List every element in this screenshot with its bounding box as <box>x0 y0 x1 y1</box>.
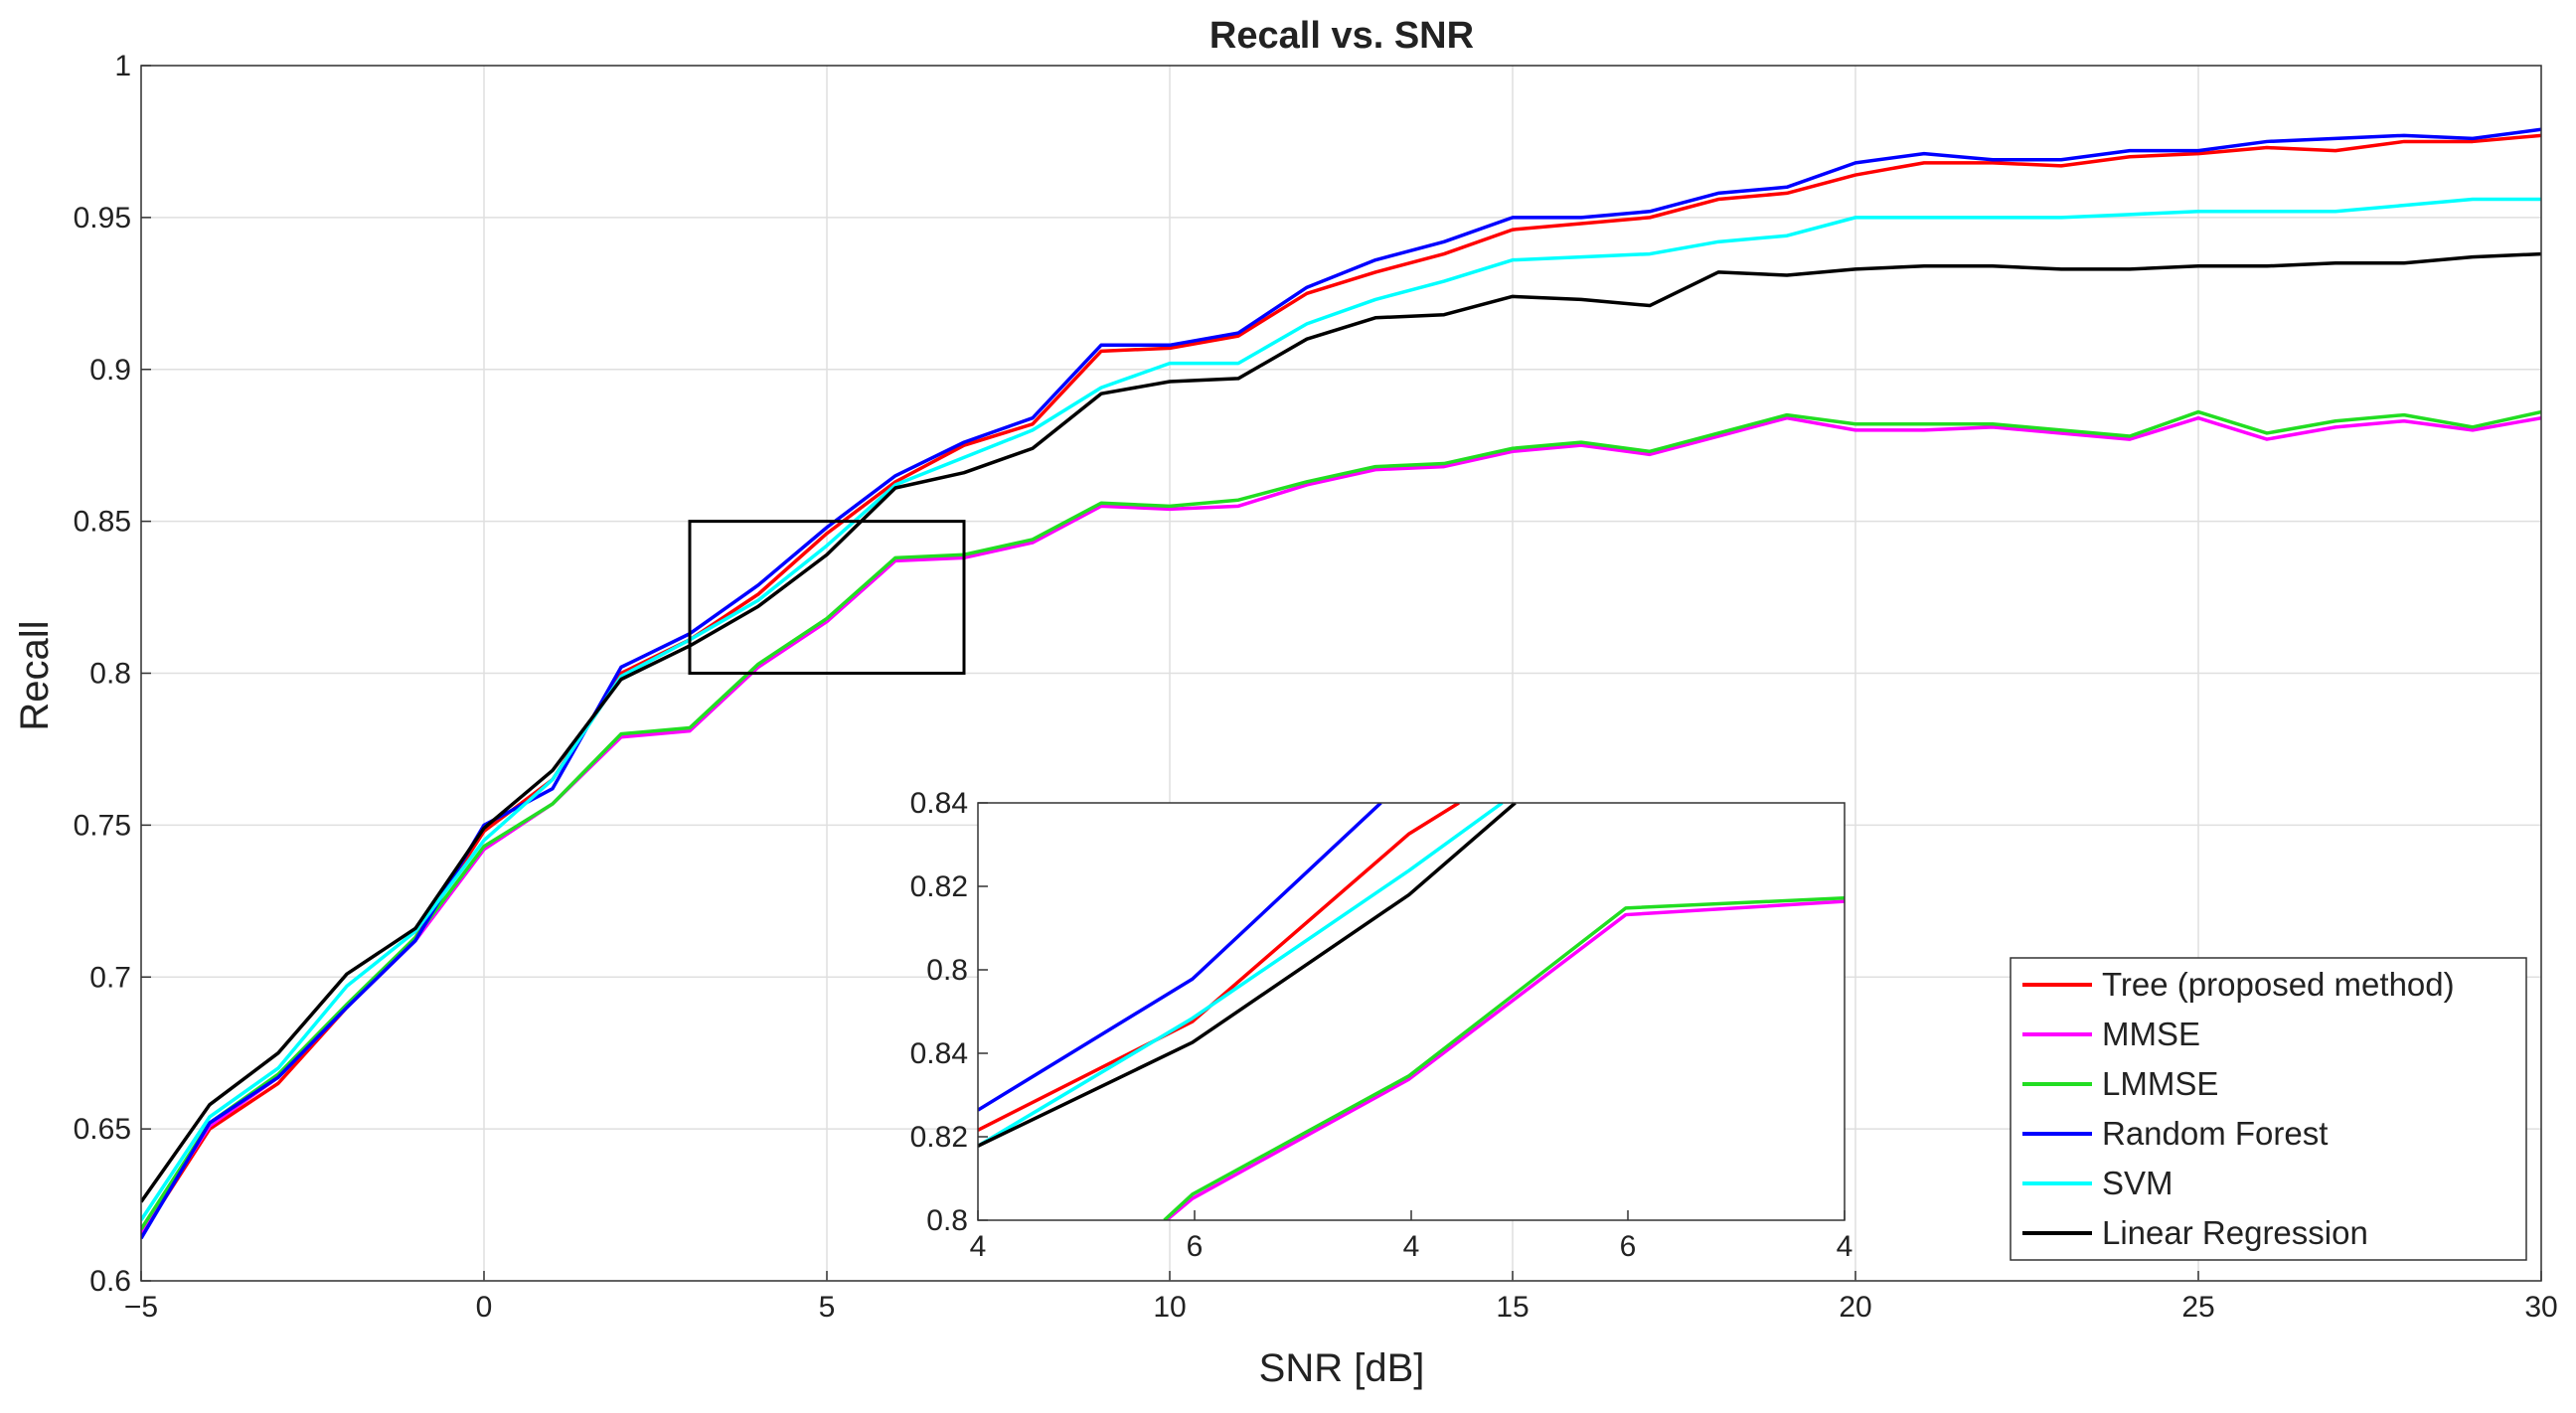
y-tick-label: 0.8 <box>89 658 131 691</box>
legend <box>2010 957 2527 1261</box>
series-line <box>141 251 2541 1203</box>
series-line <box>978 803 1504 1148</box>
zoom-box <box>688 520 966 675</box>
y-tick-label: 0.9 <box>89 354 131 387</box>
series-line <box>1163 896 1845 1220</box>
series-line <box>141 197 2541 1221</box>
x-axis-label: SNR [dB] <box>1259 1346 1425 1390</box>
x-tick-label: 25 <box>2181 1291 2214 1324</box>
y-tick-label: 0.82 <box>910 870 968 903</box>
y-tick-label: 0.95 <box>74 202 131 235</box>
legend-label: Tree (proposed method) <box>2102 966 2455 1003</box>
series-line <box>141 409 2541 1230</box>
chart-title: Recall vs. SNR <box>1209 15 1474 57</box>
y-tick-label: 0.6 <box>89 1265 131 1298</box>
x-tick-label: 4 <box>1403 1230 1420 1263</box>
y-tick-label: 0.8 <box>926 954 968 987</box>
y-tick-label: 0.75 <box>74 809 131 842</box>
axes-box <box>140 65 2542 1282</box>
x-tick-label: 4 <box>970 1230 987 1263</box>
legend-label: Linear Regression <box>2102 1214 2368 1251</box>
x-tick-label: 20 <box>1839 1291 1871 1324</box>
y-tick-label: 0.82 <box>910 1121 968 1154</box>
x-tick-label: 0 <box>476 1291 493 1324</box>
y-tick-label: 0.85 <box>74 506 131 539</box>
series-line <box>978 803 1382 1112</box>
series-group <box>141 127 2541 1240</box>
y-tick-label: 0.84 <box>910 1037 968 1070</box>
axes-box <box>977 802 1846 1221</box>
y-tick-label: 0.84 <box>910 787 968 820</box>
x-tick-label: −5 <box>124 1291 158 1324</box>
x-tick-label: 6 <box>1620 1230 1637 1263</box>
series-line <box>978 803 1517 1148</box>
legend-label: MMSE <box>2102 1016 2200 1052</box>
x-tick-label: 10 <box>1153 1291 1186 1324</box>
series-line <box>1165 899 1845 1220</box>
x-tick-label: 30 <box>2524 1291 2557 1324</box>
x-tick-label: 5 <box>819 1291 836 1324</box>
y-tick-label: 0.8 <box>926 1204 968 1237</box>
y-tick-label: 0.7 <box>89 961 131 994</box>
x-tick-label: 15 <box>1496 1291 1529 1324</box>
plot-area <box>978 803 1845 1220</box>
series-line <box>141 127 2541 1240</box>
legend-label: LMMSE <box>2102 1065 2218 1102</box>
y-tick-label: 1 <box>114 50 131 82</box>
legend-label: SVM <box>2102 1165 2174 1201</box>
legend-label: Random Forest <box>2102 1115 2328 1152</box>
series-group <box>978 803 1845 1220</box>
x-tick-label: 4 <box>1837 1230 1853 1263</box>
series-line <box>978 803 1460 1132</box>
y-tick-label: 0.65 <box>74 1113 131 1146</box>
x-tick-label: 6 <box>1187 1230 1204 1263</box>
y-axis-label: Recall <box>13 620 57 730</box>
